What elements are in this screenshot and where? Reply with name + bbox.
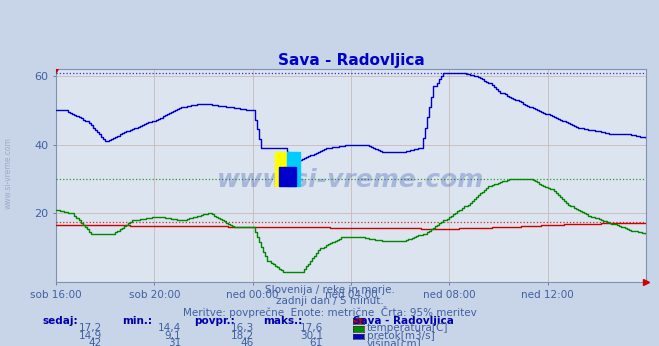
Text: 17,6: 17,6	[300, 323, 323, 333]
Text: Sava - Radovljica: Sava - Radovljica	[353, 316, 453, 326]
Text: povpr.:: povpr.:	[194, 316, 235, 326]
Title: Sava - Radovljica: Sava - Radovljica	[277, 53, 424, 68]
Text: Slovenija / reke in morje.: Slovenija / reke in morje.	[264, 285, 395, 295]
Text: 14,9: 14,9	[79, 331, 102, 341]
Text: 42: 42	[89, 338, 102, 346]
Text: 46: 46	[241, 338, 254, 346]
Text: 14,4: 14,4	[158, 323, 181, 333]
Text: višina[cm]: višina[cm]	[367, 338, 422, 346]
Text: www.si-vreme.com: www.si-vreme.com	[3, 137, 13, 209]
Text: pretok[m3/s]: pretok[m3/s]	[367, 331, 435, 341]
Text: 9,1: 9,1	[165, 331, 181, 341]
Bar	[279, 167, 296, 186]
Text: zadnji dan / 5 minut.: zadnji dan / 5 minut.	[275, 296, 384, 306]
Text: 61: 61	[310, 338, 323, 346]
Text: Meritve: povprečne  Enote: metrične  Črta: 95% meritev: Meritve: povprečne Enote: metrične Črta:…	[183, 306, 476, 318]
Text: maks.:: maks.:	[264, 316, 303, 326]
Text: 16,3: 16,3	[231, 323, 254, 333]
Text: 31: 31	[168, 338, 181, 346]
Text: sedaj:: sedaj:	[43, 316, 78, 326]
Text: 30,1: 30,1	[300, 331, 323, 341]
Bar	[287, 152, 300, 186]
Text: 18,2: 18,2	[231, 331, 254, 341]
Bar	[275, 152, 287, 186]
Text: 17,2: 17,2	[79, 323, 102, 333]
Text: www.si-vreme.com: www.si-vreme.com	[217, 168, 484, 192]
Text: min.:: min.:	[122, 316, 152, 326]
Text: temperatura[C]: temperatura[C]	[367, 323, 449, 333]
